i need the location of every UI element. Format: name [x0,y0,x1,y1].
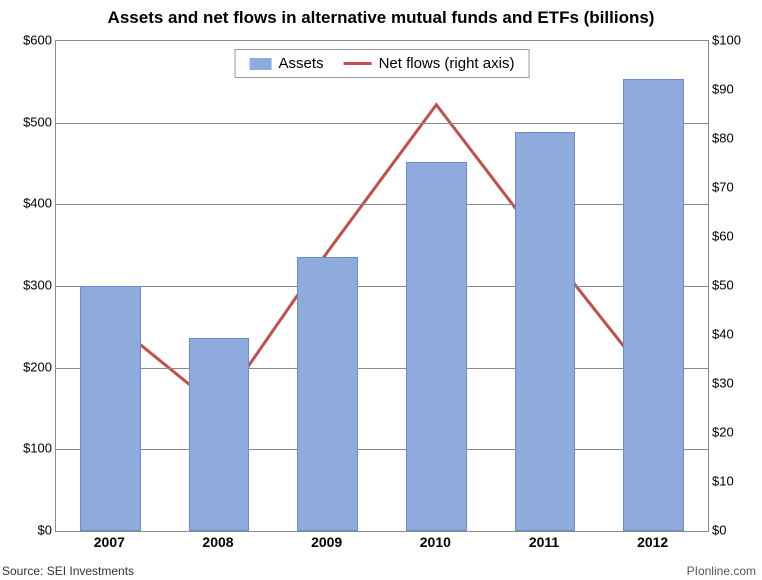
y-axis-left-label: $100 [4,441,52,456]
brand-text: PIonline.com [687,564,756,578]
gridline [56,286,708,287]
y-axis-left-label: $0 [4,523,52,538]
x-axis-label: 2011 [529,534,559,550]
y-axis-right-label: $30 [712,376,757,391]
x-axis-label: 2009 [311,534,342,550]
y-axis-left-label: $200 [4,359,52,374]
y-axis-left-label: $500 [4,114,52,129]
y-axis-right-label: $0 [712,523,757,538]
chart-title: Assets and net flows in alternative mutu… [0,0,762,28]
bar [406,162,467,531]
x-axis-label: 2010 [420,534,451,550]
y-axis-right-label: $90 [712,82,757,97]
x-axis-label: 2008 [202,534,233,550]
bar [80,286,141,531]
y-axis-right-label: $10 [712,474,757,489]
bar [623,79,684,531]
y-axis-right-label: $60 [712,229,757,244]
y-axis-right-label: $50 [712,278,757,293]
gridline [56,368,708,369]
gridline [56,123,708,124]
bar [297,257,358,531]
y-axis-right-label: $70 [712,180,757,195]
source-text: Source: SEI Investments [2,564,134,578]
y-axis-left-label: $400 [4,196,52,211]
chart-container: Assets and net flows in alternative mutu… [0,0,762,580]
y-axis-left-label: $300 [4,278,52,293]
y-axis-right-label: $20 [712,425,757,440]
y-axis-right-label: $40 [712,327,757,342]
gridline [56,449,708,450]
y-axis-right-label: $100 [712,33,757,48]
x-axis-label: 2007 [94,534,125,550]
plot-area: Assets Net flows (right axis) [55,40,709,532]
gridline [56,204,708,205]
y-axis-right-label: $80 [712,131,757,146]
bar [189,338,250,531]
x-axis-label: 2012 [637,534,668,550]
bar [515,132,576,531]
y-axis-left-label: $600 [4,33,52,48]
